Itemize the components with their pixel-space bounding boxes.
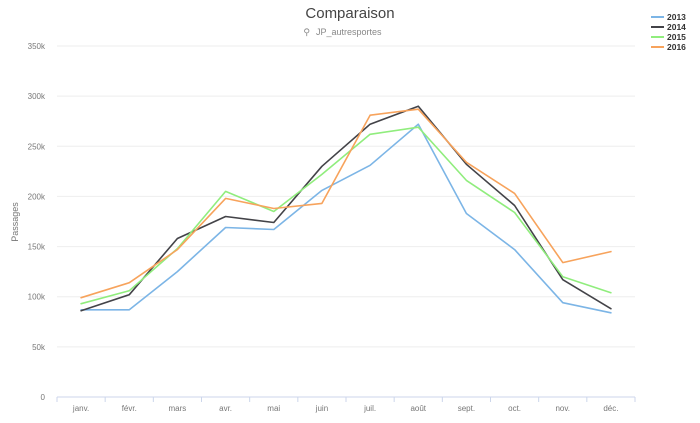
x-tick-label: févr.	[122, 404, 137, 413]
x-tick-label: juin	[315, 404, 328, 413]
y-tick-label: 350k	[28, 42, 46, 51]
y-tick-label: 200k	[28, 192, 46, 201]
series-line-2013[interactable]	[80, 123, 612, 314]
grid	[57, 45, 635, 398]
x-axis: janv. févr. mars avr. mai juin juil. août sept. o…	[56, 397, 636, 413]
x-tick-label: mai	[267, 404, 280, 413]
y-tick-label: 0	[41, 393, 46, 402]
y-tick-label: 50k	[32, 343, 46, 352]
legend-label: 2013	[667, 12, 686, 22]
x-tick-label: oct.	[508, 404, 521, 413]
legend-item-2016[interactable]: 2016	[651, 42, 686, 52]
legend-label: 2016	[667, 42, 686, 52]
legend-label: 2015	[667, 32, 686, 42]
x-tick-label: nov.	[555, 404, 570, 413]
x-tick-label: déc.	[603, 404, 618, 413]
x-tick-label: janv.	[72, 404, 89, 413]
y-tick-label: 250k	[28, 142, 46, 151]
series-line-2015[interactable]	[80, 126, 612, 305]
chart-subtitle: ⚲ JP_autresportes	[303, 27, 382, 37]
filter-icon: ⚲	[303, 27, 310, 37]
y-tick-label: 300k	[28, 92, 46, 101]
legend-label: 2014	[667, 22, 686, 32]
x-tick-label: août	[410, 404, 426, 413]
x-tick-label: mars	[169, 404, 187, 413]
legend-item-2015[interactable]: 2015	[651, 32, 686, 42]
legend-item-2014[interactable]: 2014	[651, 22, 686, 32]
series-line-2014[interactable]	[80, 105, 612, 312]
y-tick-label: 100k	[28, 293, 46, 302]
x-tick-label: juil.	[363, 404, 376, 413]
x-tick-label: sept.	[458, 404, 475, 413]
x-tick-label: avr.	[219, 404, 232, 413]
y-axis-label: Passages	[10, 202, 20, 242]
chart-title: Comparaison	[305, 5, 394, 22]
y-tick-label: 150k	[28, 243, 46, 252]
chart-subtitle-text: JP_autresportes	[316, 27, 382, 37]
legend-item-2013[interactable]: 2013	[651, 12, 686, 22]
series-line-2016[interactable]	[80, 108, 612, 299]
series-group	[80, 105, 612, 314]
y-axis: 0 50k 100k 150k 200k 250k 300k 350k	[28, 42, 46, 402]
